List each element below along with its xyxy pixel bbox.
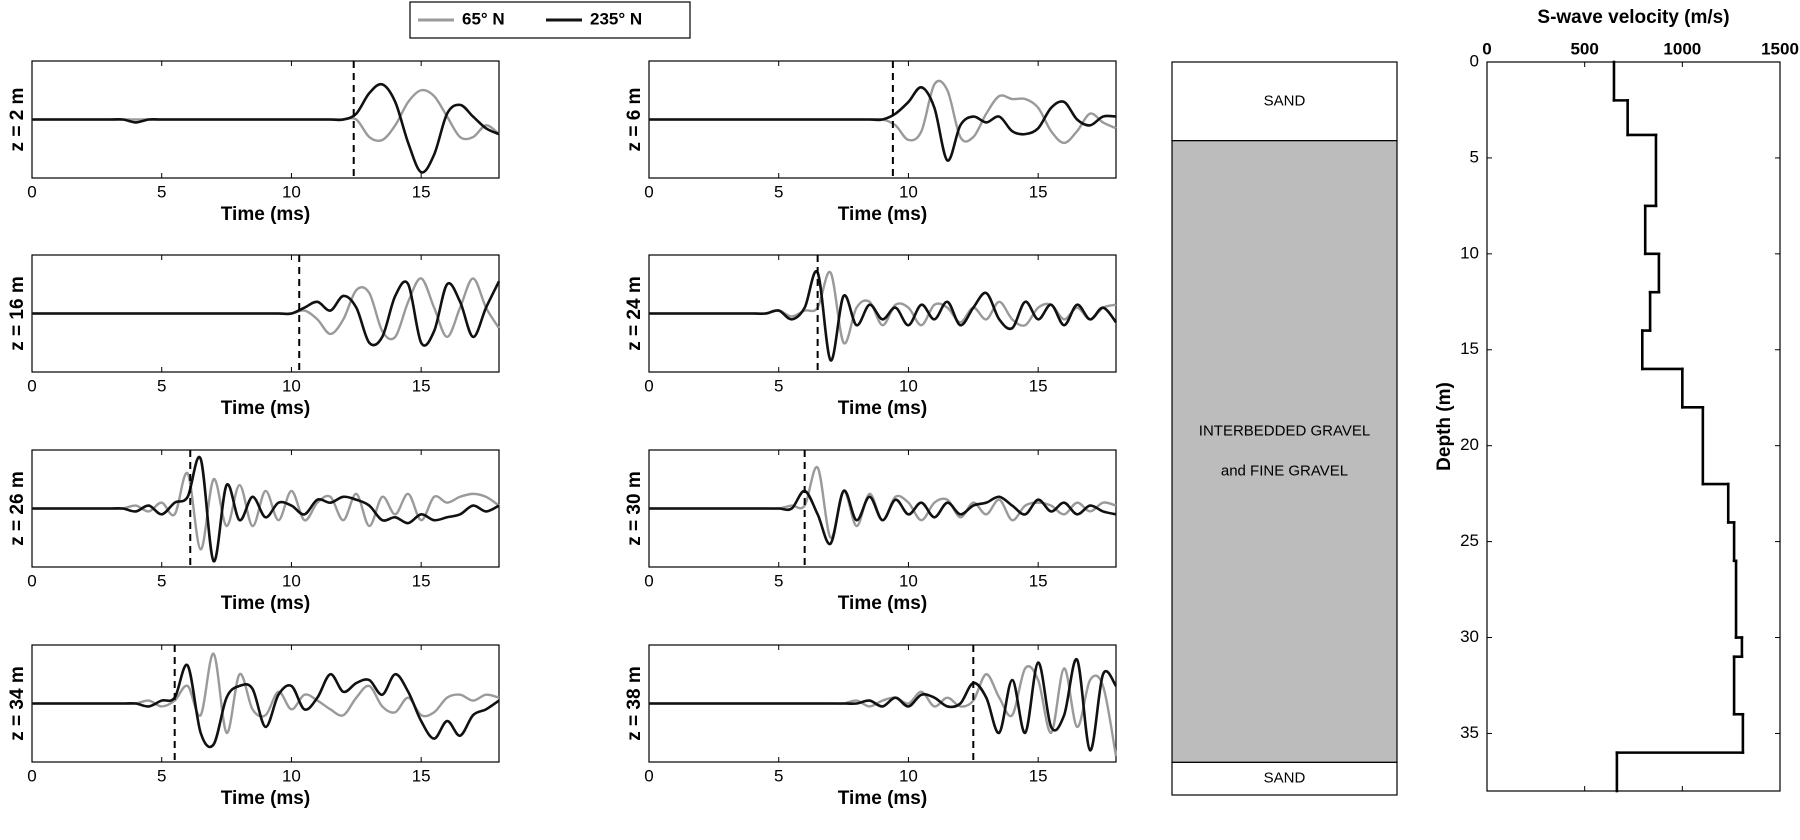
x-tick-label: 15 — [1029, 182, 1048, 201]
wave-panel: 0 5 10 15 Time (ms) z = 26 m — [7, 449, 500, 614]
y-axis-label: z = 24 m — [624, 276, 645, 350]
layer-label: SAND — [1264, 92, 1306, 109]
x-tick-label: 1000 — [1663, 39, 1701, 58]
x-tick-label: 0 — [644, 571, 653, 590]
y-tick-label: 30 — [1460, 627, 1479, 646]
y-tick-label: 0 — [1470, 51, 1479, 70]
x-tick-label: 5 — [157, 182, 166, 201]
x-axis-label: Time (ms) — [221, 204, 310, 225]
y-tick-label: 25 — [1460, 531, 1479, 550]
x-tick-label: 10 — [899, 571, 918, 590]
x-tick-label: 1500 — [1761, 39, 1799, 58]
x-axis-label: Time (ms) — [221, 788, 310, 809]
x-axis-label: Time (ms) — [838, 788, 927, 809]
x-tick-label: 15 — [1029, 376, 1048, 395]
legend-label: 235° N — [590, 9, 642, 28]
y-axis-label: z = 2 m — [7, 88, 28, 152]
x-tick-label: 0 — [1482, 39, 1491, 58]
y-axis-label: Depth (m) — [1434, 382, 1455, 471]
y-tick-label: 10 — [1460, 243, 1479, 262]
x-tick-label: 15 — [412, 571, 431, 590]
waveform — [649, 269, 1118, 362]
wave-panel: 0 5 10 15 Time (ms) z = 34 m — [7, 644, 500, 809]
x-tick-label: 0 — [27, 571, 36, 590]
x-tick-label: 5 — [774, 766, 783, 785]
y-axis-label: z = 26 m — [7, 471, 28, 545]
waveform — [648, 489, 1117, 546]
x-tick-label: 5 — [157, 766, 166, 785]
waveform — [31, 455, 500, 563]
layer-label: SAND — [1264, 770, 1306, 787]
y-tick-label: 35 — [1460, 723, 1479, 742]
wave-panel: 0 5 10 15 Time (ms) z = 2 m — [7, 60, 500, 225]
wave-panel: 0 5 10 15 Time (ms) z = 38 m — [624, 644, 1118, 809]
y-tick-label: 5 — [1470, 147, 1479, 166]
legend-label: 65° N — [462, 9, 505, 28]
x-tick-label: 10 — [899, 376, 918, 395]
layer-label: INTERBEDDED GRAVEL — [1199, 422, 1370, 439]
waveform — [32, 280, 501, 347]
x-tick-label: 0 — [27, 376, 36, 395]
layer — [1171, 61, 1398, 142]
plot-frame — [648, 449, 1117, 568]
x-tick-label: 5 — [157, 376, 166, 395]
x-tick-label: 5 — [774, 376, 783, 395]
x-tick-label: 5 — [774, 571, 783, 590]
x-tick-label: 15 — [412, 182, 431, 201]
x-tick-label: 5 — [157, 571, 166, 590]
x-axis-label: Time (ms) — [838, 593, 927, 614]
plot-frame — [1486, 61, 1781, 792]
y-axis-label: z = 16 m — [7, 276, 28, 350]
x-tick-label: 0 — [644, 766, 653, 785]
wave-panel: 0 5 10 15 Time (ms) z = 6 m — [624, 60, 1117, 225]
y-tick-label: 20 — [1460, 435, 1479, 454]
y-tick-label: 15 — [1460, 339, 1479, 358]
x-axis-label: Time (ms) — [838, 398, 927, 419]
x-tick-label: 10 — [282, 571, 301, 590]
wave-panel: 0 5 10 15 Time (ms) z = 30 m — [624, 449, 1117, 614]
x-tick-label: 15 — [412, 376, 431, 395]
x-tick-label: 15 — [1029, 766, 1048, 785]
x-tick-label: 10 — [282, 376, 301, 395]
x-tick-label: 15 — [412, 766, 431, 785]
waveform — [32, 82, 500, 174]
x-tick-label: 15 — [1029, 571, 1048, 590]
layer — [1171, 761, 1398, 796]
x-tick-label: 10 — [899, 182, 918, 201]
chart-title: S-wave velocity (m/s) — [1537, 7, 1729, 28]
layer — [1171, 140, 1398, 763]
x-axis-label: Time (ms) — [221, 593, 310, 614]
x-tick-label: 10 — [282, 182, 301, 201]
layer-label: and FINE GRAVEL — [1221, 462, 1348, 479]
x-tick-label: 5 — [774, 182, 783, 201]
y-axis-label: z = 6 m — [624, 88, 645, 152]
waveform — [649, 86, 1117, 162]
wave-panel: 0 5 10 15 Time (ms) z = 24 m — [624, 254, 1118, 419]
x-tick-label: 0 — [644, 182, 653, 201]
x-axis-label: Time (ms) — [838, 204, 927, 225]
x-tick-label: 10 — [899, 766, 918, 785]
y-axis-label: z = 38 m — [624, 666, 645, 740]
y-axis-label: z = 34 m — [7, 666, 28, 740]
y-axis-label: z = 30 m — [624, 471, 645, 545]
x-tick-label: 0 — [644, 376, 653, 395]
wave-panel: 0 5 10 15 Time (ms) z = 16 m — [7, 254, 501, 419]
x-tick-label: 0 — [27, 182, 36, 201]
x-axis-label: Time (ms) — [221, 398, 310, 419]
x-tick-label: 0 — [27, 766, 36, 785]
waveform — [649, 658, 1118, 752]
x-tick-label: 10 — [282, 766, 301, 785]
x-tick-label: 500 — [1570, 39, 1598, 58]
waveform — [32, 663, 500, 749]
